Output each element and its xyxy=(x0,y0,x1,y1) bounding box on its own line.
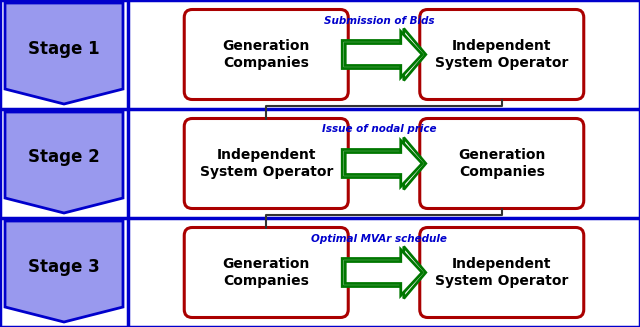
Text: Generation
Companies: Generation Companies xyxy=(458,148,545,179)
FancyBboxPatch shape xyxy=(420,118,584,209)
Text: Stage 3: Stage 3 xyxy=(28,257,100,276)
Polygon shape xyxy=(342,137,426,190)
FancyBboxPatch shape xyxy=(184,228,348,318)
Polygon shape xyxy=(345,250,422,296)
Text: Optimal MVAr schedule: Optimal MVAr schedule xyxy=(311,233,447,244)
Polygon shape xyxy=(342,28,426,80)
Polygon shape xyxy=(345,31,422,77)
FancyBboxPatch shape xyxy=(420,9,584,99)
Text: Independent
System Operator: Independent System Operator xyxy=(200,148,333,179)
Text: Generation
Companies: Generation Companies xyxy=(223,257,310,288)
Polygon shape xyxy=(5,112,123,213)
Polygon shape xyxy=(345,141,422,186)
Text: Issue of nodal price: Issue of nodal price xyxy=(322,125,436,134)
Polygon shape xyxy=(342,247,426,299)
Text: Submission of Bids: Submission of Bids xyxy=(324,15,435,26)
Text: Independent
System Operator: Independent System Operator xyxy=(435,39,568,70)
FancyBboxPatch shape xyxy=(420,228,584,318)
Text: Stage 2: Stage 2 xyxy=(28,148,100,166)
FancyBboxPatch shape xyxy=(184,9,348,99)
Polygon shape xyxy=(5,221,123,322)
Text: Generation
Companies: Generation Companies xyxy=(223,39,310,70)
Polygon shape xyxy=(5,3,123,104)
FancyBboxPatch shape xyxy=(184,118,348,209)
Text: Stage 1: Stage 1 xyxy=(28,40,100,58)
Text: Independent
System Operator: Independent System Operator xyxy=(435,257,568,288)
